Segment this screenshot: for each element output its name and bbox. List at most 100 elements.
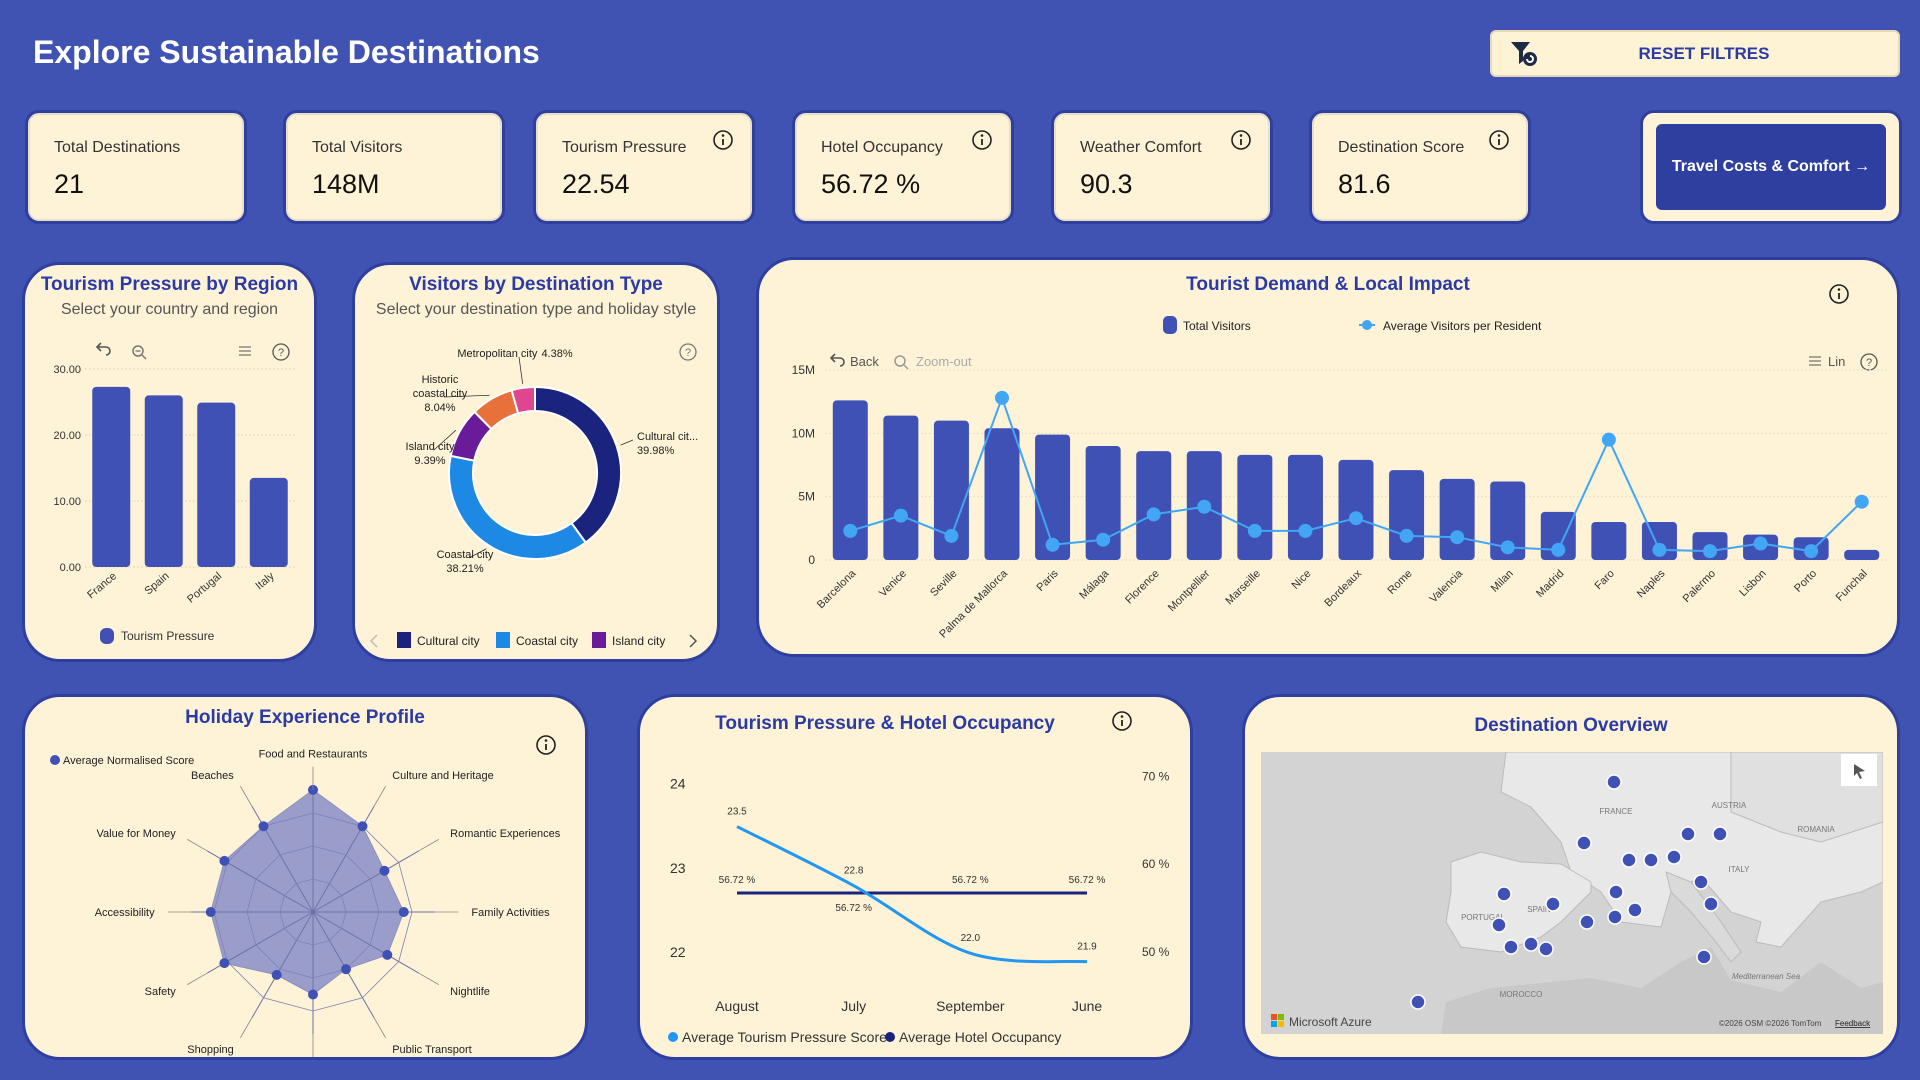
line-point[interactable]	[944, 528, 959, 543]
zoom-out-label[interactable]: Zoom-out	[916, 354, 972, 369]
map-marker[interactable]	[1608, 884, 1624, 900]
bar[interactable]	[1389, 470, 1425, 560]
line-point[interactable]	[1804, 544, 1819, 559]
line-point[interactable]	[1500, 540, 1515, 555]
line-point[interactable]	[893, 508, 908, 523]
bar[interactable]	[1540, 511, 1576, 560]
legend-next-icon[interactable]	[689, 634, 698, 648]
bar[interactable]	[832, 400, 868, 560]
reset-filters-button[interactable]: RESET FILTRES	[1490, 30, 1900, 77]
bar[interactable]	[933, 420, 969, 560]
map-marker[interactable]	[1496, 886, 1512, 902]
map-marker[interactable]	[1696, 949, 1712, 965]
bar[interactable]	[1035, 434, 1071, 560]
legend-label[interactable]: Tourism Pressure	[121, 629, 215, 643]
info-icon[interactable]	[1230, 129, 1252, 156]
line-point[interactable]	[995, 390, 1009, 405]
map-marker[interactable]	[1627, 902, 1643, 918]
line-point[interactable]	[1197, 499, 1212, 514]
legend-label[interactable]: Cultural city	[417, 634, 480, 648]
map-marker[interactable]	[1410, 994, 1426, 1010]
map-marker[interactable]	[1579, 914, 1595, 930]
line-point[interactable]	[1551, 542, 1566, 557]
list-icon[interactable]	[239, 346, 251, 356]
map-marker[interactable]	[1545, 896, 1561, 912]
bar[interactable]	[1136, 451, 1172, 560]
undo-icon[interactable]	[95, 342, 111, 356]
lin-label[interactable]: Lin	[1828, 354, 1845, 369]
radar-point[interactable]	[205, 907, 216, 917]
line-point[interactable]	[1652, 542, 1667, 557]
bar[interactable]	[1439, 478, 1475, 560]
map-marker[interactable]	[1666, 849, 1682, 865]
legend-prev-icon[interactable]	[369, 634, 378, 648]
list-icon[interactable]	[1809, 356, 1821, 366]
radar-point[interactable]	[219, 855, 230, 866]
map-marker[interactable]	[1606, 774, 1622, 790]
help-icon[interactable]: ?	[1860, 353, 1878, 371]
map-marker[interactable]	[1576, 835, 1592, 851]
donut-slice[interactable]	[448, 454, 588, 560]
legend-label[interactable]: Average Tourism Pressure Score	[682, 1029, 887, 1045]
radar-point[interactable]	[341, 964, 351, 975]
map-marker[interactable]	[1693, 874, 1709, 890]
radar-point[interactable]	[398, 907, 409, 917]
help-icon[interactable]: ?	[679, 343, 697, 361]
bar[interactable]	[984, 428, 1020, 560]
map-marker[interactable]	[1538, 941, 1554, 957]
map-marker[interactable]	[1643, 852, 1659, 868]
map-marker[interactable]	[1680, 826, 1696, 842]
map-marker[interactable]	[1712, 826, 1728, 842]
bar[interactable]	[1591, 522, 1627, 560]
radar-point[interactable]	[258, 821, 269, 832]
cursor-icon[interactable]	[1841, 754, 1877, 786]
map-marker[interactable]	[1503, 939, 1519, 955]
bar[interactable]	[1237, 454, 1273, 560]
line-point[interactable]	[1399, 528, 1414, 543]
map-marker[interactable]	[1523, 936, 1539, 952]
line-point[interactable]	[1146, 507, 1161, 522]
legend-label[interactable]: Island city	[612, 634, 665, 648]
info-icon[interactable]	[536, 735, 556, 755]
radar-point[interactable]	[379, 865, 390, 876]
map-feedback-link[interactable]: Feedback	[1835, 1019, 1871, 1028]
line-point[interactable]	[1045, 537, 1060, 552]
line-point[interactable]	[1703, 544, 1717, 559]
bar[interactable]	[92, 386, 131, 567]
bar[interactable]	[144, 395, 183, 567]
bar[interactable]	[1085, 446, 1121, 560]
radar-point[interactable]	[308, 989, 318, 1000]
legend-label[interactable]: Average Visitors per Resident	[1383, 319, 1542, 333]
map-marker[interactable]	[1703, 896, 1719, 912]
radar-point[interactable]	[271, 969, 282, 980]
zoom-out-icon[interactable]	[132, 345, 147, 360]
legend-label[interactable]: Average Normalised Score	[63, 755, 194, 767]
zoom-out-icon[interactable]	[894, 355, 909, 370]
donut-slice[interactable]	[534, 385, 622, 544]
info-icon[interactable]	[1829, 284, 1849, 304]
line-point[interactable]	[1349, 511, 1363, 526]
info-icon[interactable]	[712, 129, 734, 156]
map-marker[interactable]	[1621, 852, 1637, 868]
back-label[interactable]: Back	[850, 354, 879, 369]
destination-map[interactable]: Microsoft Azure ©2026 OSM ©2026 TomTom F…	[1261, 752, 1883, 1034]
back-icon[interactable]	[829, 353, 845, 367]
line-point[interactable]	[1096, 532, 1111, 547]
map-marker[interactable]	[1607, 909, 1623, 925]
line-point[interactable]	[1247, 523, 1262, 538]
radar-point[interactable]	[357, 821, 368, 832]
radar-point[interactable]	[308, 784, 318, 795]
radar-point[interactable]	[382, 949, 393, 960]
bar[interactable]	[883, 415, 919, 560]
line-point[interactable]	[1450, 530, 1465, 545]
bar[interactable]	[249, 477, 288, 567]
bar[interactable]	[1338, 459, 1374, 560]
legend-label[interactable]: Average Hotel Occupancy	[899, 1029, 1061, 1045]
travel-costs-button[interactable]: Travel Costs & Comfort →	[1656, 124, 1886, 210]
legend-label[interactable]: Coastal city	[516, 634, 578, 648]
info-icon[interactable]	[971, 129, 993, 156]
donut-slice[interactable]	[510, 385, 536, 415]
help-icon[interactable]: ?	[272, 343, 290, 361]
info-icon[interactable]	[1488, 129, 1510, 156]
line-point[interactable]	[1854, 494, 1869, 509]
